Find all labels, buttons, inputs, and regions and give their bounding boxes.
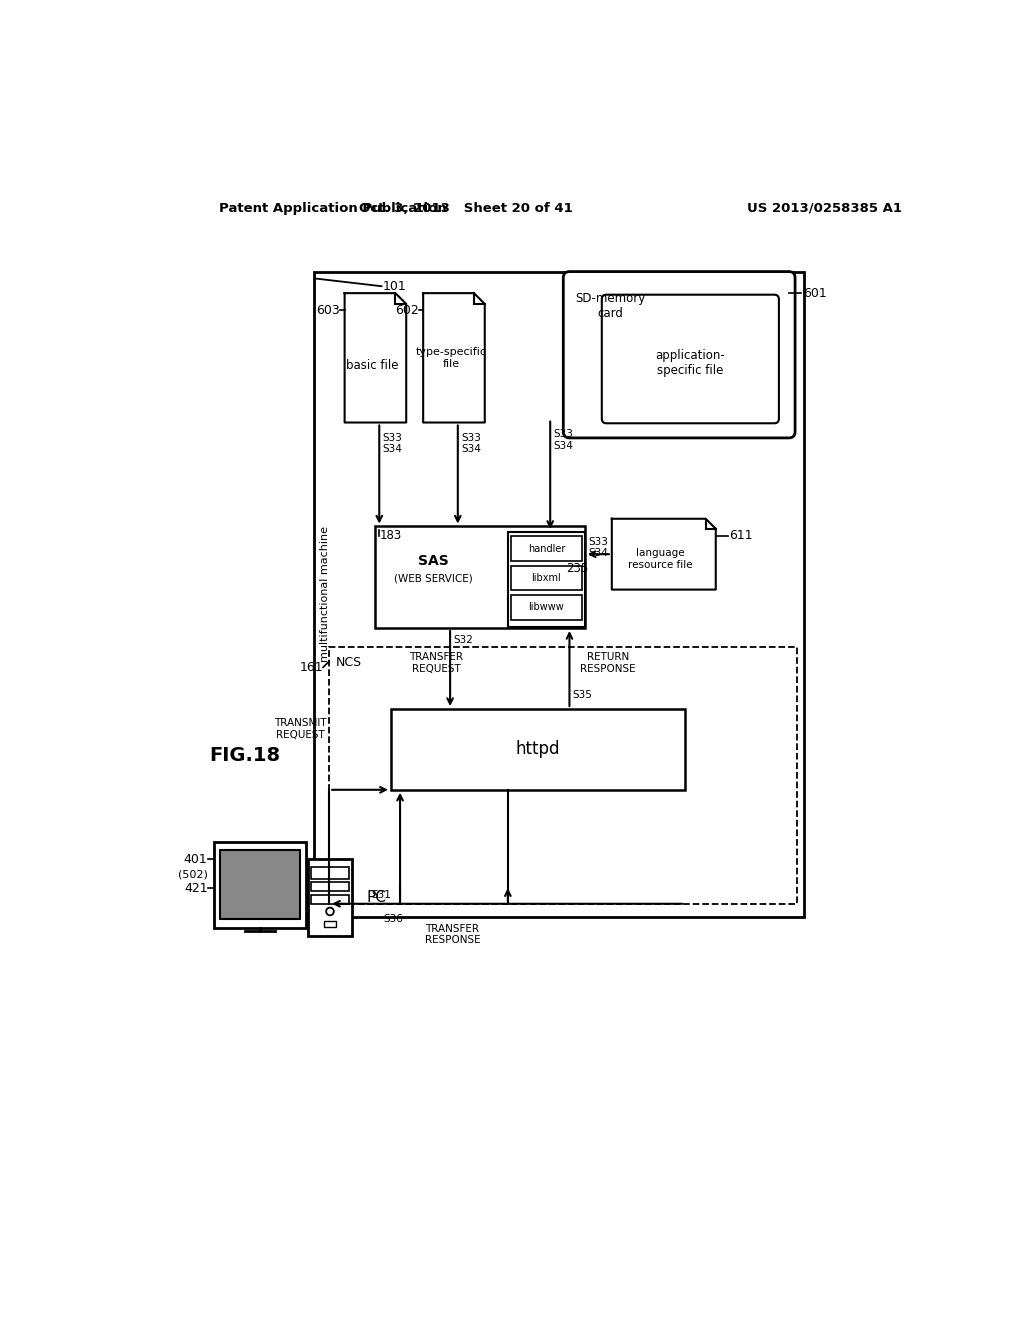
Text: TRANSFER
REQUEST: TRANSFER REQUEST xyxy=(410,652,463,673)
Bar xyxy=(391,709,685,789)
Bar xyxy=(511,536,582,561)
Text: 101: 101 xyxy=(383,280,407,293)
Text: 421: 421 xyxy=(184,882,208,895)
Text: S33: S33 xyxy=(589,537,608,546)
Text: 611: 611 xyxy=(730,529,754,543)
Text: 601: 601 xyxy=(803,286,826,300)
Text: S34: S34 xyxy=(553,441,573,450)
Text: S33: S33 xyxy=(553,429,573,440)
Bar xyxy=(511,595,582,619)
Text: handler: handler xyxy=(527,544,565,554)
Bar xyxy=(214,842,306,928)
Text: 602: 602 xyxy=(395,304,419,317)
FancyBboxPatch shape xyxy=(563,272,795,438)
Text: FIG.18: FIG.18 xyxy=(209,746,281,764)
Text: type-specific
file: type-specific file xyxy=(416,347,486,368)
Bar xyxy=(310,867,349,879)
Bar xyxy=(307,859,352,936)
Text: SD-memory
card: SD-memory card xyxy=(575,292,645,321)
Bar xyxy=(508,532,585,627)
Text: 603: 603 xyxy=(316,304,340,317)
Bar xyxy=(220,850,300,919)
Text: libwww: libwww xyxy=(528,602,564,612)
Text: S33: S33 xyxy=(461,433,480,444)
Text: httpd: httpd xyxy=(516,741,560,759)
Text: S33: S33 xyxy=(382,433,402,444)
Text: TRANSFER
RESPONSE: TRANSFER RESPONSE xyxy=(425,924,480,945)
FancyBboxPatch shape xyxy=(602,294,779,424)
Text: Oct. 3, 2013   Sheet 20 of 41: Oct. 3, 2013 Sheet 20 of 41 xyxy=(358,202,572,215)
Text: S35: S35 xyxy=(572,690,593,700)
Text: (WEB SERVICE): (WEB SERVICE) xyxy=(394,574,472,583)
Text: S31: S31 xyxy=(372,890,391,899)
Text: PC: PC xyxy=(367,890,386,906)
Text: Patent Application Publication: Patent Application Publication xyxy=(219,202,446,215)
Text: 161: 161 xyxy=(299,661,323,675)
Text: 183: 183 xyxy=(380,529,402,543)
Bar xyxy=(330,647,797,904)
Text: SAS: SAS xyxy=(418,554,449,568)
Bar xyxy=(324,921,336,927)
Text: multifunctional machine: multifunctional machine xyxy=(319,527,330,663)
Text: S36: S36 xyxy=(383,915,403,924)
Bar xyxy=(310,895,349,904)
Bar xyxy=(310,882,349,891)
Text: RETURN
RESPONSE: RETURN RESPONSE xyxy=(581,652,636,673)
Text: 235: 235 xyxy=(566,561,589,574)
Bar xyxy=(511,566,582,590)
Text: (502): (502) xyxy=(178,870,208,879)
Text: TRANSMIT
REQUEST: TRANSMIT REQUEST xyxy=(273,718,327,739)
Text: 401: 401 xyxy=(184,853,208,866)
Text: libxml: libxml xyxy=(531,573,561,583)
Text: S32: S32 xyxy=(454,635,473,644)
Text: basic file: basic file xyxy=(346,359,398,372)
Text: US 2013/0258385 A1: US 2013/0258385 A1 xyxy=(746,202,901,215)
Text: S34: S34 xyxy=(589,548,608,557)
Text: S34: S34 xyxy=(461,445,480,454)
Bar xyxy=(376,527,585,628)
Text: language
resource file: language resource file xyxy=(628,548,692,570)
Bar xyxy=(313,272,804,917)
Text: S34: S34 xyxy=(382,445,402,454)
Text: NCS: NCS xyxy=(336,656,361,669)
Text: application-
specific file: application- specific file xyxy=(655,348,725,376)
